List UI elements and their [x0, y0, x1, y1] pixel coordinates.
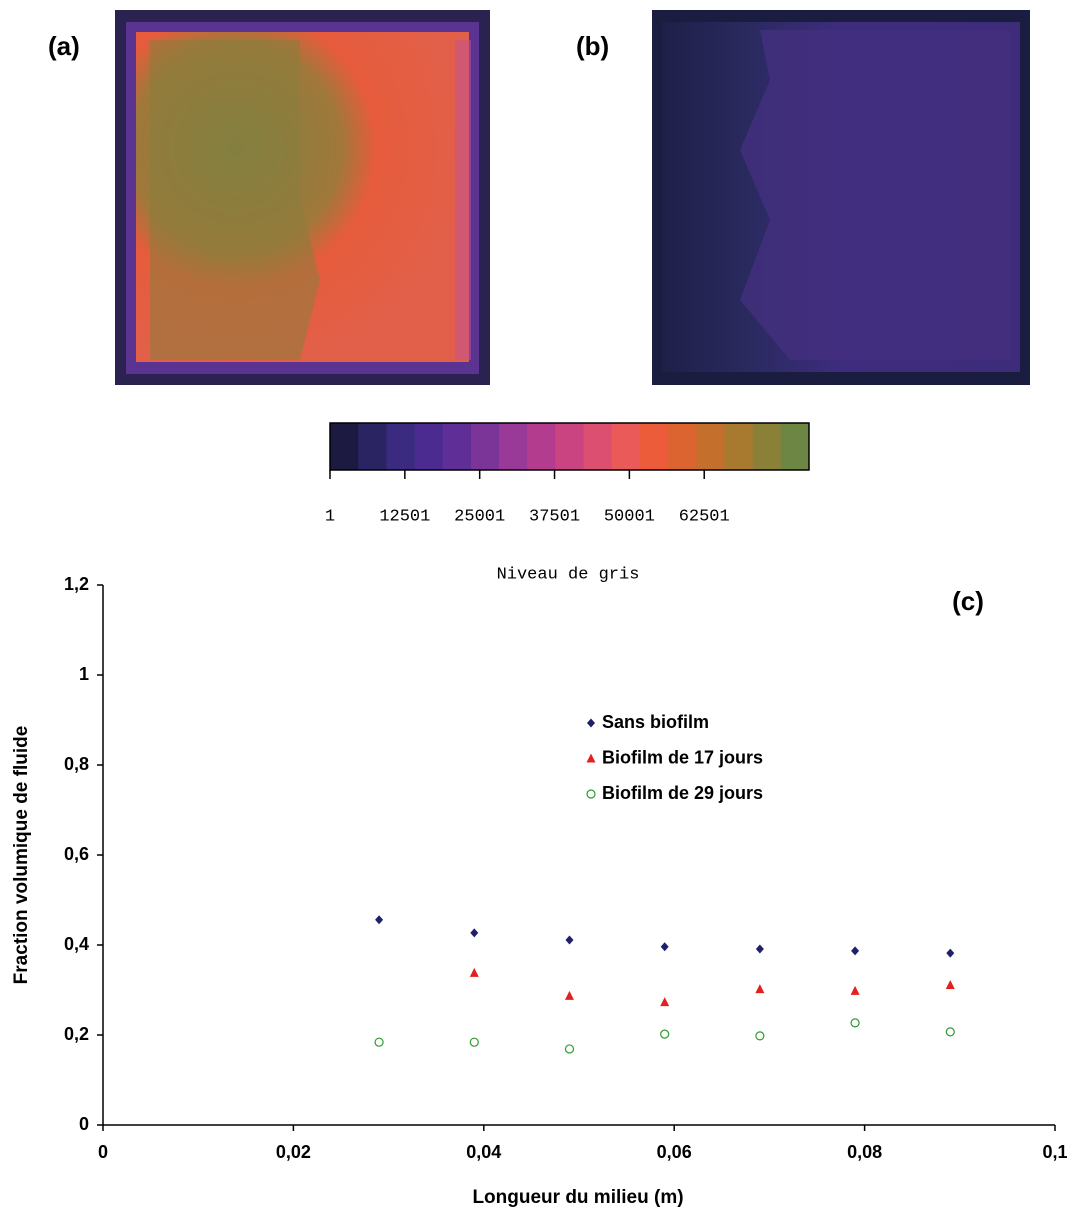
legend-label: Biofilm de 17 jours — [602, 747, 763, 767]
y-tick-label: 0,8 — [64, 754, 89, 774]
colorbar-segment — [583, 423, 613, 470]
colorbar-tick-label: 12501 — [379, 507, 430, 526]
data-point — [470, 928, 479, 938]
x-tick-label: 0,06 — [657, 1142, 692, 1162]
data-point — [850, 1018, 860, 1028]
y-tick-label: 0,6 — [64, 844, 89, 864]
data-point — [565, 935, 574, 945]
colorbar-tick-label: 62501 — [679, 507, 730, 526]
y-tick-label: 0 — [79, 1114, 89, 1134]
legend-label: Biofilm de 29 jours — [602, 783, 763, 803]
data-point — [945, 1027, 955, 1037]
data-point — [660, 942, 669, 952]
image-a — [115, 10, 490, 385]
panel-label: (a) — [48, 31, 80, 61]
colorbar-segment — [555, 423, 585, 470]
panel-label: (b) — [576, 31, 609, 61]
colorbar-segment — [696, 423, 725, 470]
x-tick-label: 0,08 — [847, 1142, 882, 1162]
colorbar-segment — [442, 423, 472, 470]
data-point — [660, 1029, 670, 1039]
y-tick-label: 1,2 — [64, 574, 89, 594]
data-point — [850, 985, 860, 995]
chart-title: (c) — [952, 586, 984, 616]
data-point — [945, 980, 955, 990]
data-point — [469, 1037, 479, 1047]
colorbar-segment — [499, 423, 528, 470]
legend-marker — [587, 718, 595, 728]
colorbar-tick-label: 37501 — [529, 507, 580, 526]
x-tick-label: 0,1 — [1042, 1142, 1067, 1162]
data-point — [946, 948, 955, 958]
x-axis-title: Longueur du milieu (m) — [472, 1187, 683, 1208]
colorbar-segment — [668, 423, 697, 470]
colorbar-segment — [386, 423, 416, 470]
data-point — [469, 967, 479, 977]
colorbar-segment — [611, 423, 641, 470]
legend-marker — [586, 789, 596, 799]
x-tick-label: 0,04 — [466, 1142, 501, 1162]
colorbar-tick-label: 50001 — [604, 507, 655, 526]
y-tick-label: 0,4 — [64, 934, 89, 954]
legend-marker — [586, 753, 596, 763]
colorbar-segment — [724, 423, 754, 470]
colorbar-label: Niveau de gris — [497, 565, 640, 584]
y-axis-title: Fraction volumique de fluide — [11, 726, 32, 985]
image-b — [652, 10, 1030, 385]
data-point — [755, 1031, 765, 1041]
data-point — [564, 1044, 575, 1054]
colorbar-tick-label: 1 — [325, 507, 335, 526]
colorbar-tick-label: 25001 — [454, 507, 505, 526]
scatter-chart: 0 0,2 0,4 0,6 0,8 1 1,2 0 0,02 0,04 0,06 0,08 0,1 San… — [64, 574, 1068, 1162]
colorbar-segment — [330, 423, 359, 470]
legend-label: Sans biofilm — [602, 712, 709, 732]
colorbar-segment — [639, 423, 669, 470]
colorbar-segment — [780, 423, 810, 470]
colorbar-frame — [329, 422, 810, 471]
data-point — [374, 1037, 384, 1047]
data-point — [851, 946, 860, 956]
x-tick-label: 0 — [98, 1142, 108, 1162]
colorbar-segment — [358, 423, 387, 470]
data-point — [755, 984, 765, 994]
data-point — [755, 944, 764, 954]
data-point — [564, 990, 574, 1000]
x-tick-label: 0,02 — [276, 1142, 311, 1162]
colorbar-segment — [414, 423, 444, 470]
colorbar-segment — [470, 423, 500, 470]
colorbar-segment — [752, 423, 782, 470]
data-point — [660, 997, 670, 1007]
y-tick-label: 1 — [79, 664, 89, 684]
data-point — [375, 915, 384, 925]
colorbar: 1 12501 25001 37501 50001 62501 — [325, 422, 810, 526]
colorbar-segment — [527, 423, 556, 470]
y-tick-label: 0,2 — [64, 1024, 89, 1044]
